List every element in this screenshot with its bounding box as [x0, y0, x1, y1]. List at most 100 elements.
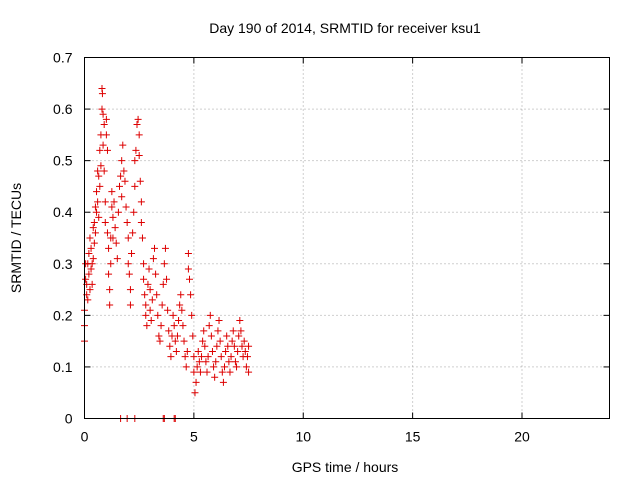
data-point [84, 296, 92, 304]
data-point [106, 286, 114, 294]
data-point [144, 280, 152, 288]
data-point [186, 275, 193, 283]
data-point [114, 208, 122, 216]
data-point [103, 229, 111, 237]
data-point [91, 229, 99, 237]
data-point [196, 368, 204, 376]
data-point [119, 141, 127, 149]
data-point [99, 110, 107, 118]
data-point [149, 255, 157, 263]
data-point [191, 389, 199, 397]
data-point [101, 198, 109, 206]
data-point [152, 270, 160, 278]
data-point [180, 337, 188, 345]
data-point [223, 332, 231, 340]
data-point [215, 317, 223, 325]
data-point [85, 249, 93, 257]
y-tick-label: 0 [65, 411, 73, 427]
data-point [140, 275, 148, 283]
data-point [228, 337, 236, 345]
data-point [111, 224, 119, 232]
data-point [158, 301, 166, 309]
data-point [156, 337, 164, 345]
data-point [172, 347, 180, 355]
data-point [216, 337, 224, 345]
y-tick-label: 0.2 [53, 307, 73, 323]
tick-labels: 0 0.1 0.2 0.3 0.4 0.5 0.6 0.7 0 5 10 15 20 [53, 50, 530, 445]
data-point [85, 270, 93, 278]
data-point [198, 353, 206, 361]
data-point [193, 363, 201, 371]
data-point [210, 363, 218, 371]
data-point [170, 322, 178, 330]
data-point [221, 363, 228, 371]
data-point [184, 265, 192, 273]
data-point [110, 198, 118, 206]
data-point [108, 188, 116, 196]
data-point [243, 353, 251, 361]
data-point [95, 213, 103, 221]
data-point [188, 311, 196, 319]
data-point [167, 353, 175, 361]
data-point [160, 260, 168, 268]
data-point [163, 275, 171, 283]
data-point [118, 193, 126, 201]
data-point [99, 141, 107, 149]
data-point [199, 337, 207, 345]
data-point [137, 219, 145, 227]
y-axis-label: SRMTID / TECUs [8, 183, 24, 293]
data-point [227, 353, 235, 361]
data-point [171, 337, 179, 345]
data-point [108, 203, 116, 211]
data-point [100, 121, 108, 129]
y-tick-label: 0.7 [53, 50, 73, 66]
data-point [200, 327, 208, 335]
data-point [190, 368, 198, 376]
data-point [120, 167, 128, 175]
data-point [128, 249, 136, 257]
data-point [126, 286, 134, 294]
data-point [166, 342, 174, 350]
data-point [157, 322, 165, 330]
data-point [235, 332, 243, 340]
data-point [234, 347, 242, 355]
data-point [97, 162, 105, 170]
data-point [140, 260, 148, 268]
data-point [159, 280, 167, 288]
data-point [88, 280, 96, 288]
data-point [106, 301, 114, 309]
data-point [195, 358, 203, 366]
data-point [236, 317, 244, 325]
y-tick-label: 0.5 [53, 153, 73, 169]
data-point [87, 244, 95, 252]
data-point [138, 234, 146, 242]
data-point [116, 182, 123, 190]
chart-title: Day 190 of 2014, SRMTID for receiver ksu… [209, 20, 481, 36]
x-tick-label: 10 [295, 429, 311, 445]
data-point [142, 301, 150, 309]
data-point [136, 177, 144, 185]
data-point [102, 115, 110, 123]
data-point [204, 353, 212, 361]
data-point [237, 327, 245, 335]
data-point [100, 167, 108, 175]
data-point [86, 286, 94, 294]
data-point [90, 239, 98, 247]
data-point [145, 265, 153, 273]
data-point [240, 337, 248, 345]
data-point [102, 131, 110, 139]
data-point [190, 353, 198, 361]
x-tick-label: 5 [190, 429, 198, 445]
data-point [125, 270, 133, 278]
data-point [201, 342, 209, 350]
data-point [105, 244, 113, 252]
data-point [242, 363, 250, 371]
data-point [129, 229, 137, 237]
x-tick-label: 20 [514, 429, 530, 445]
data-point [189, 332, 197, 340]
data-point [219, 378, 227, 386]
data-point [230, 342, 238, 350]
data-point [113, 255, 121, 263]
data-point [161, 244, 169, 252]
